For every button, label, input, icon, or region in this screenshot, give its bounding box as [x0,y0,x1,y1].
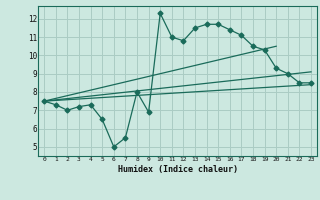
X-axis label: Humidex (Indice chaleur): Humidex (Indice chaleur) [118,165,238,174]
